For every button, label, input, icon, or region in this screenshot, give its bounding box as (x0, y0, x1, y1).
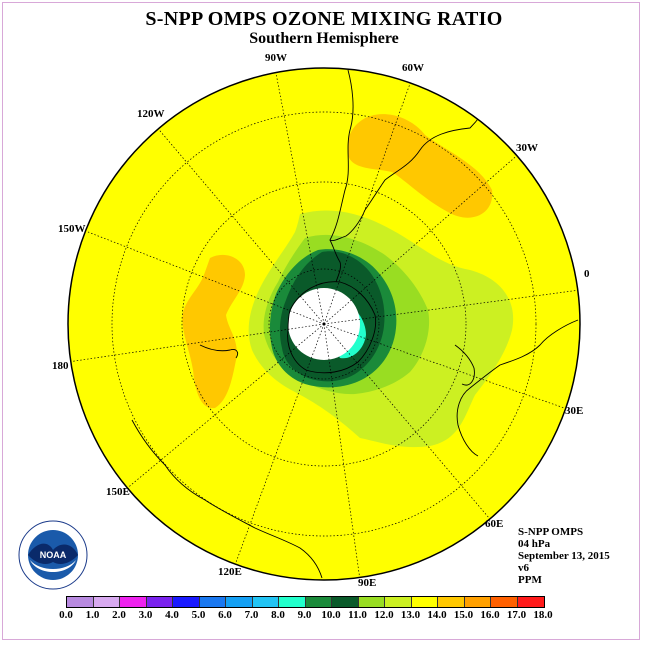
info-block: S-NPP OMPS 04 hPa September 13, 2015 v6 … (518, 526, 610, 586)
colorbar-swatch (146, 597, 173, 607)
graticule (68, 68, 580, 580)
colorbar-swatch (252, 597, 279, 607)
lon-label-90e: 90E (358, 577, 377, 589)
colorbar-tick-label: 1.0 (85, 609, 100, 621)
colorbar-swatch (332, 597, 359, 607)
plot-frame (2, 2, 640, 640)
lon-label-150w: 150W (58, 223, 86, 235)
colorbar-tick-label: 4.0 (165, 609, 179, 621)
ozone-high-region-pacific (182, 254, 245, 409)
colorbar-swatch (358, 597, 385, 607)
colorbar-swatch (226, 597, 253, 607)
lon-label-30w: 30W (516, 142, 538, 154)
colorbar-swatch (93, 597, 120, 607)
colorbar-tick-label: 9.0 (297, 609, 312, 621)
lon-label-150e: 150E (106, 486, 130, 498)
info-date: September 13, 2015 (518, 550, 610, 562)
colorbar-tick-label: 3.0 (138, 609, 153, 621)
colorbar-tick-label: 10.0 (321, 609, 341, 621)
lon-label-180: 180 (52, 360, 69, 372)
lon-label-60w: 60W (402, 62, 424, 74)
map-subtitle: Southern Hemisphere (249, 30, 399, 47)
coastline-new-zealand (199, 344, 239, 359)
coastline-australia (131, 419, 323, 579)
colorbar-tick-label: 17.0 (506, 609, 527, 621)
colorbar-tick-label: 16.0 (480, 609, 500, 621)
info-version: v6 (518, 562, 529, 574)
colorbar-swatch (464, 597, 491, 607)
lon-label-90w: 90W (265, 52, 287, 64)
lon-label-30e: 30E (565, 405, 584, 417)
colorbar-swatch (438, 597, 465, 607)
coastline-africa (456, 319, 579, 457)
lon-label-120w: 120W (137, 108, 165, 120)
colorbar-tick-label: 15.0 (453, 609, 474, 621)
coastlines (131, 69, 579, 579)
colorbar-tick-label: 5.0 (191, 609, 206, 621)
coastline-south-america (329, 69, 491, 241)
colorbar-tick-label: 0.0 (59, 609, 73, 621)
colorbar-tick-label: 6.0 (218, 609, 232, 621)
coastline-antarctic-peninsula (329, 239, 341, 283)
colorbar-swatch (385, 597, 412, 607)
colorbar-tick-label: 13.0 (400, 609, 421, 621)
colorbar-tick-label: 12.0 (374, 609, 394, 621)
colorbar-swatch (305, 597, 332, 607)
colorbar (66, 596, 545, 608)
info-units: PPM (518, 574, 542, 586)
colorbar-tick-label: 18.0 (533, 609, 553, 621)
lon-label-60e: 60E (485, 518, 504, 530)
colorbar-tick-label: 8.0 (271, 609, 285, 621)
colorbar-tick-label: 14.0 (427, 609, 447, 621)
colorbar-swatch (173, 597, 200, 607)
ozone-high-region-atlantic (347, 114, 493, 218)
colorbar-swatch (279, 597, 306, 607)
colorbar-swatch (517, 597, 544, 607)
lon-label-120e: 120E (218, 566, 242, 578)
coastline-madagascar (454, 344, 475, 386)
colorbar-tick-label: 7.0 (244, 609, 259, 621)
noaa-logo-text: NOAA (40, 550, 67, 560)
colorbar-tick-label: 2.0 (112, 609, 126, 621)
colorbar-tick-label: 11.0 (348, 609, 367, 621)
colorbar-swatch (199, 597, 226, 607)
colorbar-swatch (491, 597, 518, 607)
colorbar-swatch (67, 597, 94, 607)
map-boundary (67, 67, 581, 581)
colorbar-swatch (120, 597, 147, 607)
lon-label-0: 0 (584, 268, 590, 280)
info-level: 04 hPa (518, 538, 551, 550)
coastline-antarctica (287, 281, 377, 374)
info-instrument: S-NPP OMPS (518, 526, 584, 538)
noaa-logo: NOAA (18, 520, 88, 590)
colorbar-ticks: 0.0 1.0 2.0 3.0 4.0 5.0 6.0 7.0 8.0 9.0 10.0 11.0 12… (0, 609, 648, 623)
map-title: S-NPP OMPS OZONE MIXING RATIO (145, 8, 503, 30)
colorbar-swatch (411, 597, 438, 607)
